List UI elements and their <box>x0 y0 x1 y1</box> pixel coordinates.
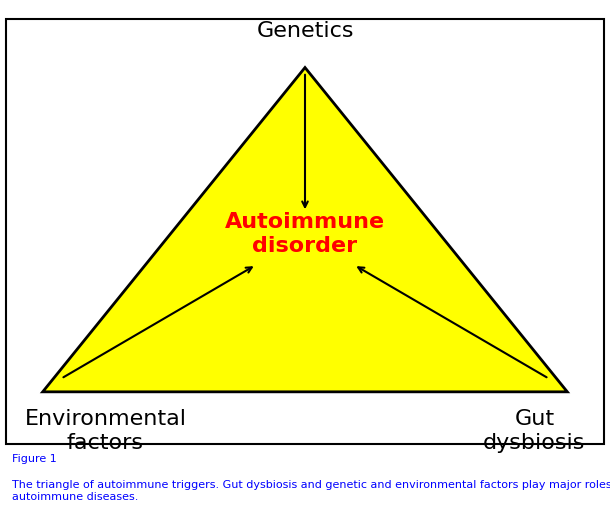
Text: The triangle of autoimmune triggers. Gut dysbiosis and genetic and environmental: The triangle of autoimmune triggers. Gut… <box>12 480 610 502</box>
Text: Figure 1: Figure 1 <box>12 454 57 464</box>
Text: Autoimmune
disorder: Autoimmune disorder <box>225 212 385 256</box>
Text: Environmental
factors: Environmental factors <box>24 409 187 452</box>
Polygon shape <box>43 68 567 392</box>
Text: Genetics: Genetics <box>256 21 354 41</box>
Text: Gut
dysbiosis: Gut dysbiosis <box>483 409 586 452</box>
